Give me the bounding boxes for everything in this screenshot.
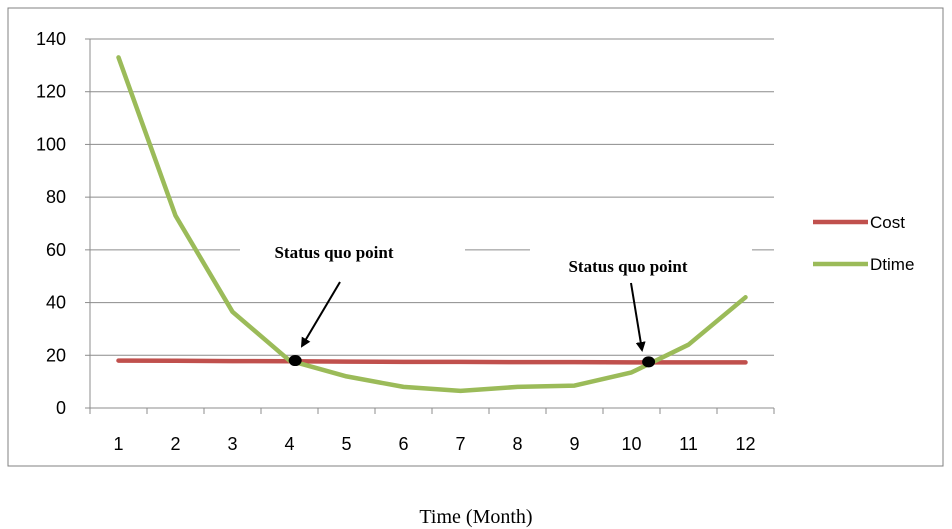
x-tick-label: 3 — [227, 434, 237, 454]
annotation-label: Status quo point — [274, 243, 393, 262]
x-tick-label: 10 — [621, 434, 641, 454]
y-tick-label: 60 — [46, 240, 66, 260]
series-line-dtime — [116, 55, 748, 394]
x-tick-label: 4 — [284, 434, 294, 454]
chart-frame — [7, 7, 944, 467]
x-tick-label: 2 — [170, 434, 180, 454]
x-tick-label: 11 — [679, 434, 698, 454]
status-quo-point-marker — [288, 355, 302, 367]
y-tick-label: 100 — [36, 134, 66, 154]
x-tick-label: 9 — [569, 434, 579, 454]
y-tick-labels: 0 20 40 60 80 100 120 140 — [36, 29, 66, 418]
annotation-arrow — [630, 282, 646, 352]
x-tick-label: 8 — [512, 434, 522, 454]
y-tick-label: 120 — [36, 82, 66, 102]
annotation-label: Status quo point — [568, 257, 687, 276]
series-line-cost — [116, 358, 748, 365]
y-tick-label: 20 — [46, 345, 66, 365]
y-tick-label: 40 — [46, 293, 66, 313]
y-tick-label: 140 — [36, 29, 66, 49]
x-tick-label: 6 — [398, 434, 408, 454]
series-lines — [116, 55, 748, 394]
grid — [90, 38, 774, 356]
x-axis-label: Time (Month) — [419, 506, 532, 528]
annotations: Status quo point Status quo point — [274, 243, 688, 368]
x-tick-label: 12 — [735, 434, 755, 454]
legend-label-cost: Cost — [870, 213, 905, 232]
legend-label-dtime: Dtime — [870, 255, 914, 274]
x-tick-label: 5 — [341, 434, 351, 454]
y-tick-label: 80 — [46, 187, 66, 207]
axes — [85, 38, 775, 414]
x-tick-label: 1 — [113, 434, 123, 454]
x-tick-label: 7 — [455, 434, 465, 454]
legend: Cost Dtime — [813, 213, 914, 274]
annotation-arrow — [300, 281, 341, 348]
status-quo-point-marker — [642, 356, 656, 368]
y-tick-label: 0 — [56, 398, 66, 418]
x-tick-labels: 1 2 3 4 5 6 7 8 9 10 11 12 — [113, 434, 755, 454]
